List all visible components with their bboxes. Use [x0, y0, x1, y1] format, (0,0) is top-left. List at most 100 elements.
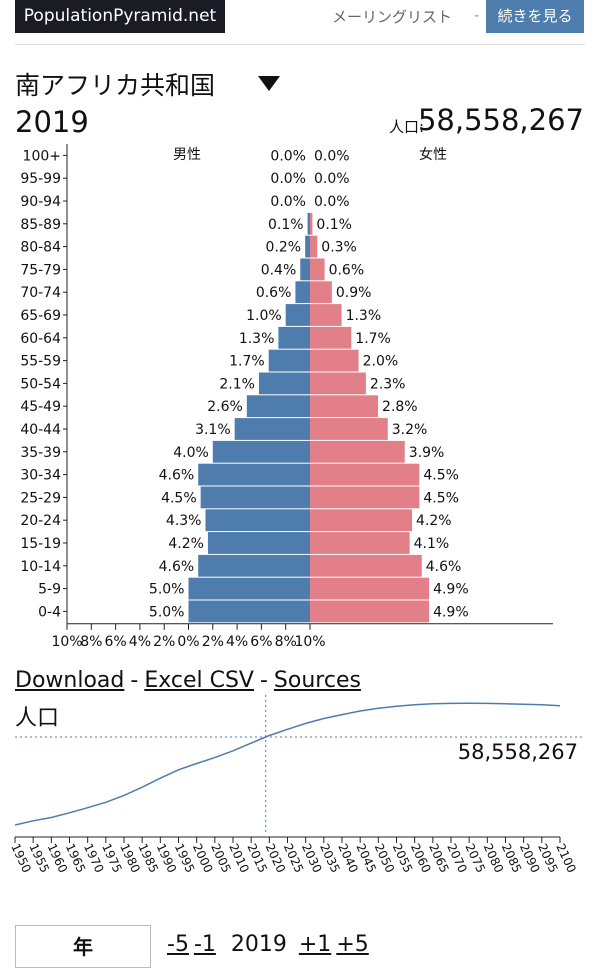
female-value-label: 4.1% — [414, 536, 450, 552]
male-value-label: 0.0% — [270, 171, 306, 187]
male-value-label: 0.4% — [261, 262, 297, 278]
excel-csv-link[interactable]: Excel CSV — [144, 668, 254, 693]
mailing-list-link[interactable]: メーリングリスト — [332, 8, 453, 26]
female-bar — [310, 372, 366, 395]
age-group-label: 20-24 — [20, 513, 61, 529]
female-value-label: 4.6% — [426, 559, 462, 575]
male-value-label: 0.0% — [270, 148, 306, 164]
current-year: 2019 — [15, 105, 89, 139]
female-bar — [310, 463, 420, 486]
line-chart-current-value: 58,558,267 — [457, 740, 578, 764]
female-bar — [310, 554, 422, 577]
female-bar — [310, 577, 430, 600]
male-bar — [198, 463, 310, 486]
age-group-label: 65-69 — [20, 308, 61, 324]
site-logo[interactable]: PopulationPyramid.net — [15, 0, 225, 33]
female-value-label: 4.9% — [433, 604, 469, 620]
x-tick-label: 4% — [226, 634, 248, 650]
female-value-label: 0.1% — [316, 217, 352, 233]
female-value-label: 2.3% — [370, 376, 406, 392]
male-bar — [278, 326, 310, 349]
male-bar — [200, 486, 310, 509]
age-group-label: 90-94 — [20, 194, 61, 210]
year-minus-5-link[interactable]: -5 — [167, 932, 189, 957]
x-tick-label: 4% — [129, 634, 151, 650]
year-stepper: -5 -1 2019 +1 +5 — [167, 932, 374, 957]
age-group-label: 85-89 — [20, 217, 61, 233]
male-label: 男性 — [173, 147, 201, 163]
sources-link[interactable]: Sources — [273, 668, 361, 693]
female-value-label: 4.5% — [423, 468, 459, 484]
male-bar — [300, 258, 310, 281]
x-tick-label: 2% — [202, 634, 224, 650]
female-value-label: 0.3% — [321, 240, 357, 256]
x-tick-label: 8% — [275, 634, 297, 650]
male-value-label: 0.0% — [270, 194, 306, 210]
population-line — [14, 702, 561, 826]
female-bar — [310, 440, 405, 463]
age-group-label: 40-44 — [20, 422, 61, 438]
female-value-label: 3.2% — [392, 422, 428, 438]
male-value-label: 0.6% — [256, 285, 292, 301]
age-group-label: 60-64 — [20, 331, 61, 347]
x-tick-label: 10% — [51, 634, 82, 650]
year-plus-1-link[interactable]: +1 — [298, 932, 332, 957]
read-more-button[interactable]: 続きを見る — [486, 0, 584, 33]
male-bar — [188, 577, 310, 600]
link-separator: - — [130, 668, 139, 693]
year-minus-1-link[interactable]: -1 — [193, 932, 216, 957]
male-bar — [188, 600, 310, 623]
male-value-label: 5.0% — [149, 582, 185, 598]
population-pyramid-chart: 100+ 0.0% 0.0% 95-99 0.0% 0.0% 90-94 0.0% 0.0% 85… — [20, 144, 553, 650]
male-value-label: 0.2% — [266, 240, 302, 256]
male-value-label: 0.1% — [268, 217, 304, 233]
male-bar — [212, 440, 310, 463]
population-line-chart: 1950195519601965197019751980198519901995… — [8, 695, 582, 875]
male-value-label: 4.2% — [168, 536, 204, 552]
male-value-label: 1.7% — [229, 354, 265, 370]
x-tick-label: 8% — [80, 634, 102, 650]
male-value-label: 4.5% — [161, 490, 197, 506]
age-group-label: 95-99 — [20, 171, 61, 187]
age-group-label: 30-34 — [20, 468, 61, 484]
male-value-label: 4.6% — [159, 468, 195, 484]
male-bar — [234, 418, 310, 440]
download-link[interactable]: Download — [15, 668, 125, 693]
age-group-label: 100+ — [23, 148, 61, 164]
year-plus-5-link[interactable]: +5 — [336, 932, 369, 957]
male-bar — [207, 532, 310, 554]
female-bar — [310, 532, 410, 554]
female-bar — [310, 486, 420, 509]
age-group-label: 35-39 — [20, 445, 61, 461]
female-bar — [310, 418, 388, 440]
male-bar — [305, 235, 310, 258]
female-value-label: 4.9% — [433, 582, 469, 598]
female-bar — [310, 349, 359, 372]
female-bar — [310, 395, 379, 418]
male-bar — [205, 509, 310, 532]
dropdown-triangle-icon[interactable] — [258, 76, 280, 91]
female-bar — [310, 212, 313, 235]
female-bar — [310, 509, 413, 532]
age-group-label: 55-59 — [20, 354, 61, 370]
x-tick-label: 0% — [177, 634, 199, 650]
x-tick-label: 6% — [250, 634, 272, 650]
male-value-label: 1.0% — [246, 308, 282, 324]
male-bar — [295, 281, 310, 304]
nav-separator: - — [474, 6, 480, 24]
male-value-label: 4.3% — [166, 513, 202, 529]
female-value-label: 4.2% — [416, 513, 452, 529]
male-value-label: 4.6% — [159, 559, 195, 575]
female-value-label: 0.9% — [336, 285, 372, 301]
line-chart-title: 人口 — [15, 706, 60, 731]
age-group-label: 25-29 — [20, 490, 61, 506]
female-value-label: 0.0% — [314, 194, 350, 210]
age-group-label: 10-14 — [20, 559, 61, 575]
female-bar — [310, 304, 342, 326]
female-bar — [310, 600, 430, 623]
country-selector[interactable]: 南アフリカ共和国 — [15, 71, 216, 100]
age-group-label: 0-4 — [38, 604, 61, 620]
female-value-label: 3.9% — [409, 445, 445, 461]
male-value-label: 2.1% — [219, 376, 255, 392]
age-group-label: 75-79 — [20, 262, 61, 278]
